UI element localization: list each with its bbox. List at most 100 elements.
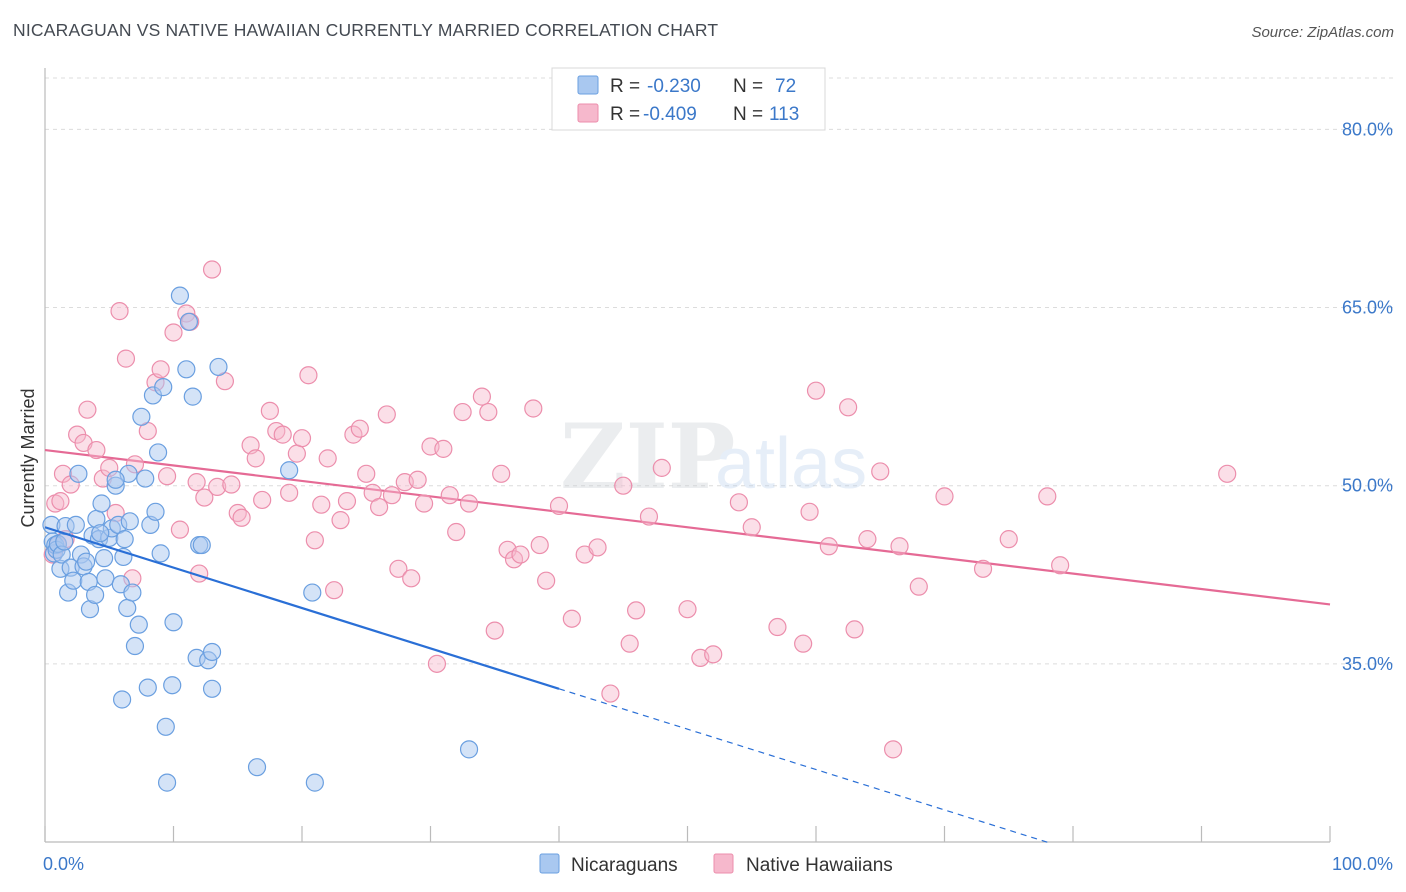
trend-line-native-hawaiians	[44, 448, 1331, 606]
point-native-hawaiian-34	[232, 508, 251, 527]
point-native-hawaiian-52	[350, 419, 369, 438]
legend-n-label-2: N =	[733, 104, 763, 125]
point-native-hawaiian-36	[246, 449, 265, 468]
legend-r-value-2: -0.409	[643, 104, 697, 125]
point-native-hawaiian-29	[202, 260, 222, 279]
x-tick-label-0: 0.0%	[43, 854, 84, 874]
point-native-hawaiian-94	[742, 518, 761, 537]
point-nicaraguan-42	[138, 678, 157, 697]
point-native-hawaiian-95	[768, 617, 787, 637]
points-native-hawaiians	[43, 260, 1237, 759]
trend-line-pink	[44, 448, 1331, 606]
point-native-hawaiian-78	[530, 535, 549, 555]
source-label: Source: ZipAtlas.com	[1251, 24, 1394, 41]
point-native-hawaiian-47	[318, 449, 337, 468]
point-native-hawaiian-93	[729, 493, 749, 512]
point-nicaraguan-67	[303, 583, 322, 602]
point-nicaraguan-48	[154, 378, 173, 397]
series-legend: Nicaraguans Native Hawaiians	[539, 853, 893, 876]
correlation-legend: R = -0.230 N = 72 R = -0.409 N = 113	[551, 67, 826, 131]
point-nicaraguan-51	[163, 676, 182, 695]
legend-r-label-1: R =	[610, 76, 640, 97]
point-native-hawaiian-3	[51, 492, 70, 511]
point-nicaraguan-53	[170, 286, 190, 305]
point-nicaraguan-36	[120, 512, 139, 531]
bottom-legend-label-native-hawaiians: Native Hawaiians	[746, 855, 893, 876]
point-nicaraguan-65	[280, 461, 299, 480]
point-native-hawaiian-10	[87, 440, 106, 460]
y-tick-label-65: 65.0%	[1342, 298, 1393, 318]
point-native-hawaiian-106	[909, 577, 928, 596]
point-native-hawaiian-110	[1038, 487, 1057, 506]
point-nicaraguan-40	[132, 407, 151, 426]
point-nicaraguan-50	[157, 773, 177, 792]
point-native-hawaiian-89	[652, 458, 671, 477]
gridlines	[45, 77, 1395, 665]
point-native-hawaiian-72	[485, 621, 504, 640]
point-native-hawaiian-98	[806, 381, 826, 400]
point-nicaraguan-46	[148, 443, 168, 462]
point-native-hawaiian-102	[858, 530, 877, 549]
point-native-hawaiian-79	[537, 571, 556, 590]
point-native-hawaiian-58	[389, 559, 408, 578]
point-native-hawaiian-56	[377, 405, 396, 424]
y-axis-label: Currently Married	[18, 388, 38, 527]
legend-r-label-2: R =	[610, 104, 640, 125]
point-native-hawaiian-64	[427, 654, 447, 673]
trend-line-blue-dashed	[558, 688, 1048, 843]
point-nicaraguan-38	[125, 636, 145, 656]
point-native-hawaiian-105	[890, 537, 909, 556]
point-nicaraguan-49	[156, 717, 175, 736]
point-native-hawaiian-28	[195, 488, 214, 507]
watermark-zip: ZIP	[560, 404, 735, 510]
point-nicaraguan-41	[136, 469, 155, 488]
point-nicaraguan-17	[77, 552, 96, 571]
point-native-hawaiian-81	[562, 609, 581, 628]
watermark-atlas: atlas	[715, 424, 867, 504]
point-nicaraguan-26	[96, 569, 115, 588]
point-nicaraguan-21	[86, 585, 105, 605]
point-native-hawaiian-14	[110, 302, 129, 321]
point-native-hawaiian-40	[273, 425, 292, 444]
point-native-hawaiian-20	[151, 360, 170, 379]
bottom-legend-label-nicaraguans: Nicaraguans	[571, 855, 678, 876]
point-native-hawaiian-26	[187, 473, 206, 492]
point-nicaraguan-61	[202, 642, 222, 662]
trend-line-nicaraguans	[44, 526, 1048, 843]
x-tick-label-100: 100.0%	[1332, 854, 1393, 874]
point-nicaraguan-37	[123, 583, 142, 602]
point-native-hawaiian-96	[794, 634, 813, 653]
point-native-hawaiian-43	[292, 429, 312, 448]
point-native-hawaiian-15	[116, 349, 136, 368]
point-native-hawaiian-87	[626, 601, 646, 620]
point-native-hawaiian-42	[287, 444, 306, 463]
point-native-hawaiian-57	[382, 486, 402, 505]
point-nicaraguan-63	[209, 357, 228, 377]
point-nicaraguan-54	[177, 360, 196, 379]
y-tick-label-50: 50.0%	[1342, 476, 1393, 496]
point-native-hawaiian-99	[819, 537, 838, 556]
point-native-hawaiian-67	[447, 522, 466, 542]
point-native-hawaiian-88	[639, 507, 659, 526]
legend-n-value-1: 72	[775, 76, 796, 97]
point-nicaraguan-52	[164, 613, 183, 632]
point-native-hawaiian-62	[414, 494, 434, 513]
y-tick-label-80: 80.0%	[1342, 119, 1393, 139]
legend-swatch-native-hawaiians	[577, 103, 599, 123]
point-nicaraguan-24	[92, 494, 111, 513]
trend-line-blue-solid	[44, 526, 560, 690]
point-nicaraguan-69	[106, 470, 125, 489]
point-native-hawaiian-65	[434, 439, 453, 458]
legend-r-value-1: -0.230	[647, 76, 701, 97]
point-nicaraguan-56	[183, 387, 202, 406]
point-native-hawaiian-76	[511, 545, 530, 564]
point-native-hawaiian-60	[402, 569, 421, 588]
point-native-hawaiian-112	[1218, 464, 1237, 483]
point-native-hawaiian-84	[601, 684, 620, 703]
point-native-hawaiian-97	[800, 502, 819, 521]
point-native-hawaiian-69	[459, 494, 479, 513]
point-nicaraguan-33	[115, 530, 134, 549]
point-nicaraguan-34	[118, 598, 137, 618]
point-native-hawaiian-38	[260, 401, 279, 420]
